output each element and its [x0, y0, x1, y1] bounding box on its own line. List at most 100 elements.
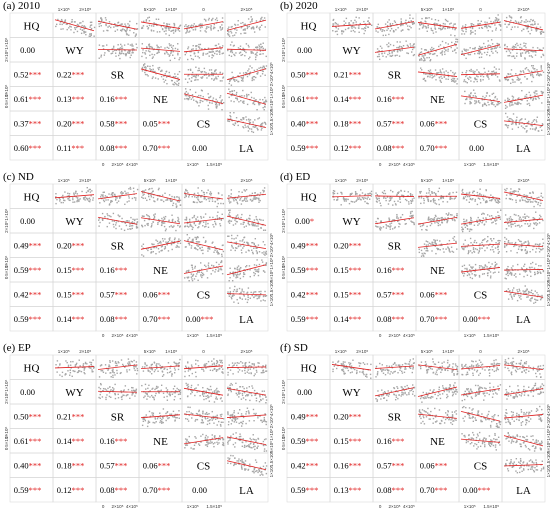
scatter-point	[220, 268, 223, 271]
scatter-point	[84, 362, 87, 365]
scatter-point	[222, 102, 225, 104]
scatter-point	[239, 45, 242, 47]
variable-label: CS	[474, 118, 487, 130]
scatter-point	[520, 298, 522, 300]
scatter-point	[493, 268, 496, 270]
scatter-point	[259, 50, 262, 52]
scatter-point	[332, 193, 335, 195]
scatter-point	[136, 218, 138, 220]
scatter-point	[114, 224, 117, 226]
scatter-point	[105, 199, 107, 201]
tick-label: 1×10⁵	[442, 178, 454, 183]
scatter-point	[117, 361, 119, 363]
scatter-point	[452, 77, 454, 80]
scatter-point	[526, 201, 529, 203]
scatter-point	[117, 22, 119, 24]
scatter-point	[241, 288, 243, 290]
tick-label: 4×10⁵	[403, 333, 415, 338]
scatter-point	[178, 196, 180, 199]
tick-label: 4×10⁵	[269, 233, 274, 245]
scatter-point	[88, 365, 90, 367]
scatter-point	[113, 220, 115, 222]
scatter-point	[145, 68, 147, 71]
scatter-point	[425, 26, 427, 28]
scatter-point	[404, 21, 407, 24]
scatter-point	[333, 192, 336, 195]
scatter-point	[163, 81, 165, 83]
scatter-point	[262, 65, 264, 67]
scatter-point	[536, 93, 538, 95]
scatter-point	[196, 102, 199, 104]
scatter-point	[135, 34, 137, 36]
scatter-point	[509, 82, 512, 85]
scatter-point	[90, 361, 93, 364]
trend-line	[417, 22, 458, 29]
scatter-point	[254, 295, 256, 297]
scatter-point	[400, 30, 403, 32]
scatter-point	[206, 27, 208, 29]
scatter-point	[385, 34, 387, 36]
scatter-point	[332, 30, 334, 32]
scatter-point	[153, 71, 155, 73]
scatter-point	[525, 252, 528, 255]
scatter-point	[492, 244, 494, 246]
coefficient: 0.15	[57, 289, 72, 299]
scatter-point	[233, 294, 235, 296]
scatter-point	[466, 267, 468, 270]
scatter-point	[164, 192, 166, 195]
scatter-point	[259, 53, 262, 55]
scatter-point	[196, 216, 199, 218]
scatter-point	[233, 89, 236, 92]
scatter-point	[190, 224, 192, 226]
scatter-point	[527, 240, 529, 242]
scatter-point	[209, 267, 211, 269]
scatter-point	[176, 83, 178, 86]
scatter-point	[443, 48, 446, 50]
scatter-point	[191, 225, 193, 228]
scatter-point	[75, 190, 77, 193]
scatter-point	[189, 225, 191, 227]
scatter-point	[456, 47, 458, 49]
scatter-point	[507, 119, 510, 121]
scatter-point	[239, 51, 242, 54]
scatter-point	[498, 68, 500, 70]
scatter-point	[438, 203, 440, 206]
scatter-point	[505, 290, 508, 292]
scatter-point	[88, 200, 90, 202]
scatter-point	[497, 14, 499, 16]
scatter-point	[491, 93, 493, 95]
scatter-point	[516, 289, 518, 291]
scatter-point	[107, 26, 109, 28]
scatter-point	[222, 21, 224, 23]
scatter-point	[234, 24, 237, 26]
scatter-point	[60, 28, 62, 30]
scatter-point	[248, 123, 251, 126]
scatter-point	[152, 196, 155, 199]
scatter-point	[413, 197, 415, 199]
scatter-point	[400, 18, 402, 20]
scatter-point	[221, 253, 223, 256]
scatter-plot	[460, 261, 501, 280]
scatter-point	[536, 272, 539, 275]
scatter-point	[454, 219, 456, 222]
scatter-point	[192, 241, 194, 243]
scatter-point	[512, 81, 514, 83]
scatter-point	[179, 242, 182, 244]
scatter-point	[497, 246, 499, 249]
scatter-point	[434, 214, 437, 217]
scatter-point	[60, 201, 62, 204]
scatter-point	[176, 205, 178, 207]
scatter-point	[530, 70, 533, 73]
scatter-point	[498, 271, 500, 273]
scatter-point	[178, 246, 180, 248]
scatter-point	[248, 128, 251, 130]
scatter-point	[524, 199, 526, 202]
scatter-point	[528, 55, 531, 57]
scatter-point	[234, 23, 236, 26]
scatter-point	[160, 199, 162, 201]
scatter-point	[533, 222, 535, 224]
scatter-point	[197, 241, 199, 243]
scatter-point	[255, 225, 257, 227]
scatter-point	[513, 190, 516, 192]
scatter-point	[471, 198, 473, 201]
